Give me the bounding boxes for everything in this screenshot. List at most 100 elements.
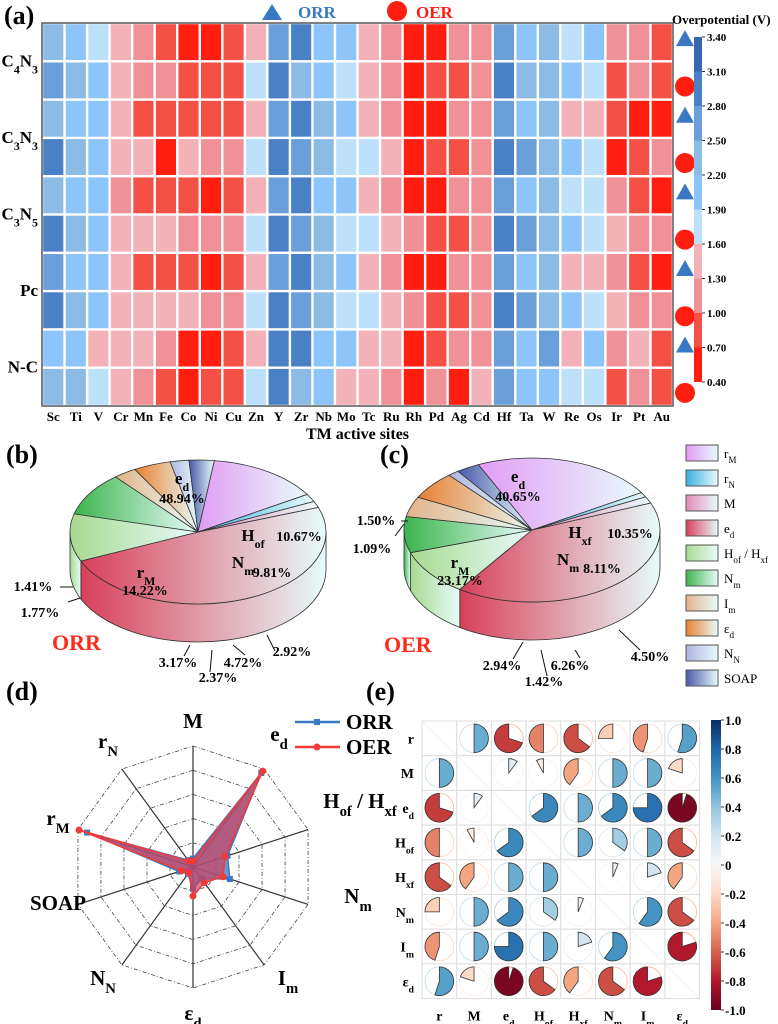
heatmap-cell [133, 62, 154, 99]
colorbar-tick-label: 2.20 [707, 170, 727, 182]
heatmap-cell [538, 24, 560, 61]
corr-pie [647, 827, 663, 858]
colorbar-title: Overpotential (V) [672, 12, 771, 27]
heatmap-cell [65, 24, 86, 61]
heatmap-cell [133, 100, 154, 137]
heatmap-cell [336, 139, 357, 175]
heatmap-cell [110, 100, 131, 137]
corr-pie [612, 758, 628, 788]
corr-pie [677, 723, 697, 754]
heatmap-cell [381, 100, 402, 137]
heatmap-cell [651, 177, 672, 214]
heatmap-cell [313, 215, 334, 252]
heatmap-cell [291, 177, 312, 214]
heatmap-cell [358, 330, 379, 367]
radar-point-oer [219, 873, 227, 881]
pie-slice-percent: 1.50% [357, 514, 396, 529]
corr-pie [632, 792, 663, 823]
radar-point-orr [226, 875, 233, 882]
heatmap-cell [110, 330, 131, 367]
heatmap-cell [246, 62, 267, 99]
heatmap-cell [584, 24, 605, 61]
heatmap-cell [178, 368, 199, 405]
corr-pie [473, 897, 489, 927]
heatmap-cell [516, 215, 537, 252]
corr-pie [459, 862, 475, 890]
corr-diagonal [560, 859, 596, 895]
heatmap-cell [223, 215, 244, 252]
heatmap-cell [133, 24, 154, 61]
x-tick-label: Y [274, 409, 284, 424]
x-tick-label: Co [181, 409, 197, 424]
corr-pie [424, 897, 440, 913]
x-tick-label: Hf [497, 409, 512, 424]
orr-triangle-marker [676, 106, 694, 123]
corr-diagonal [525, 824, 562, 861]
heatmap-cell [629, 368, 650, 405]
heatmap-cell [313, 292, 334, 329]
radar-point-oer [75, 826, 83, 834]
x-tick-label: Tc [362, 409, 375, 424]
heatmap-cell [426, 330, 447, 367]
heatmap-cell [516, 139, 537, 175]
pie-slice-percent: 2.92% [273, 645, 312, 660]
x-tick-label: Rh [406, 409, 423, 424]
corr-row-label: Nm [396, 906, 414, 926]
pie-slice-H [69, 513, 199, 562]
corr-pie [638, 897, 663, 927]
heatmap-cell [336, 215, 357, 252]
orr-triangle-marker [676, 259, 694, 276]
heatmap-cell [493, 62, 515, 99]
heatmap-cell [493, 24, 515, 61]
legend-oer-label: OER [416, 3, 454, 22]
heatmap-cell [561, 254, 582, 290]
pie-slice-name: Hof [241, 526, 265, 551]
heatmap-cell [381, 215, 402, 252]
pie-leader-line [67, 597, 81, 603]
panel-label-b: (b) [6, 440, 38, 469]
corr-colorbar-tick-label: 0.4 [725, 800, 742, 815]
heatmap-cell [471, 177, 492, 214]
heatmap-cell [43, 292, 64, 329]
heatmap-cell [155, 100, 177, 137]
radar-axis [121, 866, 194, 966]
corr-pie [543, 931, 559, 962]
colorbar-segment [694, 244, 702, 279]
heatmap-cell [426, 100, 447, 137]
corr-colorbar-tick-label: -1.0 [725, 1003, 746, 1018]
legend-swatch-M [685, 494, 719, 512]
row-group-label: C4N3 [2, 51, 39, 76]
legend-label-N_N: NN [724, 646, 740, 665]
heatmap-cell [43, 215, 64, 252]
colorbar-tick-label: 2.50 [707, 136, 727, 148]
heatmap-cell [381, 292, 402, 329]
corr-row-label: Hxf [395, 871, 415, 891]
heatmap-cell [155, 330, 177, 367]
x-tick-label: Cu [225, 409, 242, 424]
legend-oer-circle-icon [387, 1, 407, 21]
heatmap-cell [448, 292, 469, 329]
heatmap-cell [133, 330, 154, 367]
legend-label-I_m: Im [724, 596, 735, 615]
heatmap-cell [133, 177, 154, 214]
heatmap-cell [88, 62, 109, 99]
heatmap-cell [561, 330, 582, 367]
heatmap-cell [381, 177, 402, 214]
radar-legend-marker [314, 719, 320, 725]
heatmap-cell [606, 24, 627, 61]
x-tick-label: V [94, 409, 104, 424]
heatmap-cell [471, 139, 492, 175]
orr-triangle-marker [676, 336, 694, 353]
orr-triangle-marker [676, 183, 694, 200]
heatmap-cell [246, 139, 267, 175]
heatmap-cell [65, 62, 86, 99]
heatmap-cell [426, 177, 447, 214]
heatmap-cell [426, 254, 447, 290]
pie-slice-percent: 9.81% [253, 566, 292, 581]
heatmap-cell [538, 215, 560, 252]
heatmap-cell [65, 292, 86, 329]
heatmap-cell [291, 100, 312, 137]
oer-circle-marker [675, 76, 695, 97]
heatmap-cell [516, 368, 537, 405]
colorbar-segment [694, 347, 702, 382]
